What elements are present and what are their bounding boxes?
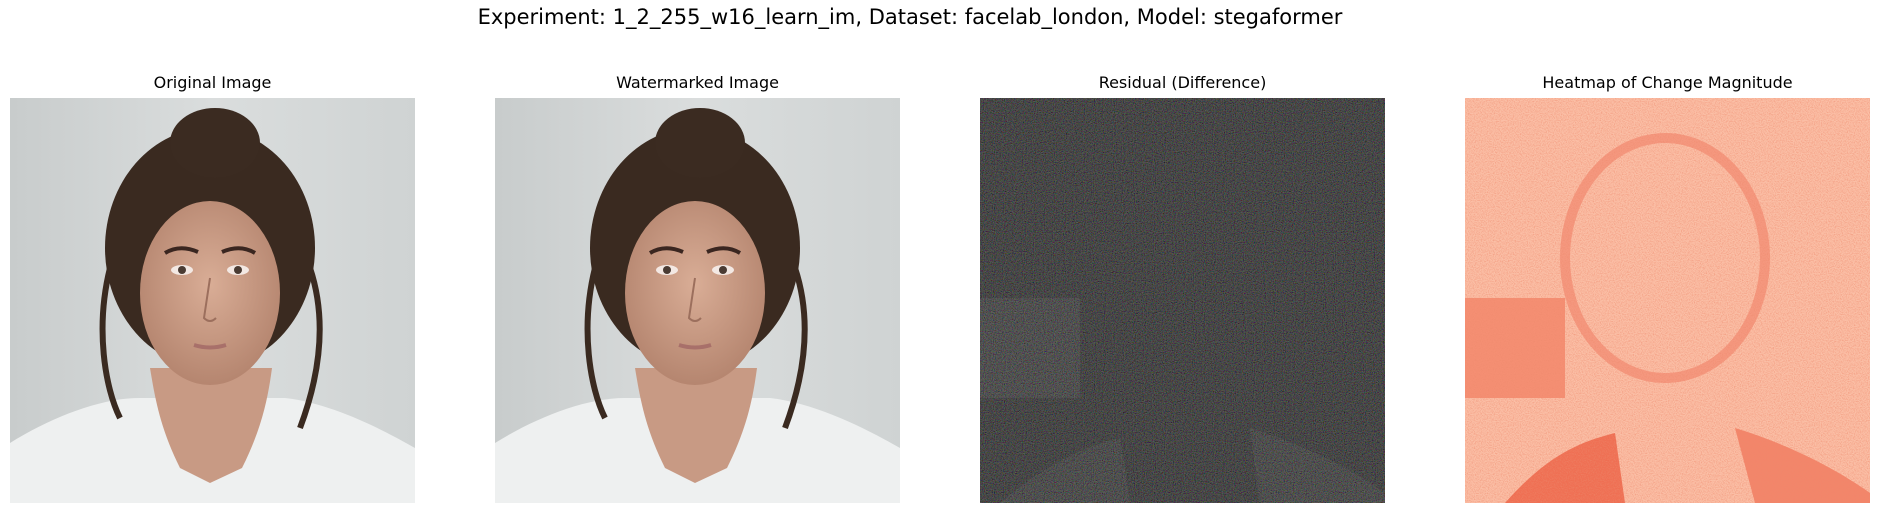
watermarked-image bbox=[495, 98, 900, 503]
panel-title: Heatmap of Change Magnitude bbox=[1542, 73, 1793, 92]
panel-heatmap: Heatmap of Change Magnitude bbox=[1465, 72, 1870, 503]
residual-image bbox=[980, 98, 1385, 503]
original-image bbox=[10, 98, 415, 503]
heatmap-image bbox=[1465, 98, 1870, 503]
panel-title: Residual (Difference) bbox=[1098, 73, 1267, 92]
figure-suptitle: Experiment: 1_2_255_w16_learn_im, Datase… bbox=[477, 5, 1343, 29]
panel-residual: Residual (Difference) bbox=[980, 72, 1385, 503]
panel-title: Original Image bbox=[153, 73, 272, 92]
panel-watermarked-image: Watermarked Image bbox=[495, 72, 900, 503]
panel-original-image: Original Image bbox=[10, 72, 415, 503]
panel-title: Watermarked Image bbox=[616, 73, 779, 92]
